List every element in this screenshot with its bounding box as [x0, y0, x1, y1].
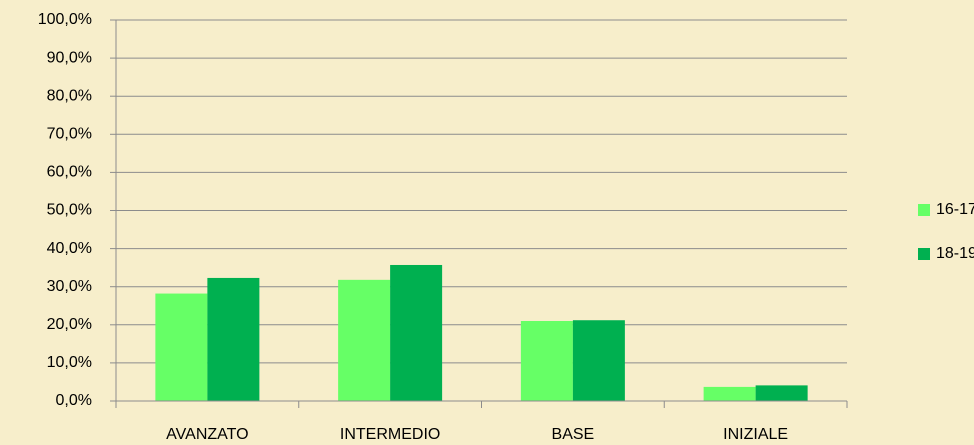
legend-label: 16-17 [936, 201, 974, 218]
legend-label: 18-19 [936, 245, 974, 262]
y-tick-label: 20,0% [47, 316, 92, 333]
y-tick-label: 90,0% [47, 49, 92, 66]
bar [755, 385, 808, 401]
bar [520, 320, 573, 401]
bar [703, 386, 756, 401]
y-tick-label: 70,0% [47, 126, 92, 143]
bar [207, 277, 260, 401]
y-tick-label: 40,0% [47, 240, 92, 257]
bar [155, 293, 208, 401]
y-tick-label: 60,0% [47, 164, 92, 181]
bar [338, 279, 391, 401]
legend-swatch [918, 248, 930, 260]
y-tick-label: 30,0% [47, 278, 92, 295]
x-tick-label: BASE [552, 426, 595, 443]
y-tick-label: 10,0% [47, 354, 92, 371]
legend-swatch [918, 204, 930, 216]
y-tick-label: 80,0% [47, 87, 92, 104]
x-tick-label: AVANZATO [166, 426, 248, 443]
bar [390, 264, 443, 401]
x-tick-label: INTERMEDIO [340, 426, 440, 443]
y-tick-label: 50,0% [47, 202, 92, 219]
x-tick-label: INIZIALE [723, 426, 788, 443]
y-tick-label: 100,0% [38, 11, 92, 28]
y-tick-label: 0,0% [56, 392, 92, 409]
bar [572, 320, 625, 401]
